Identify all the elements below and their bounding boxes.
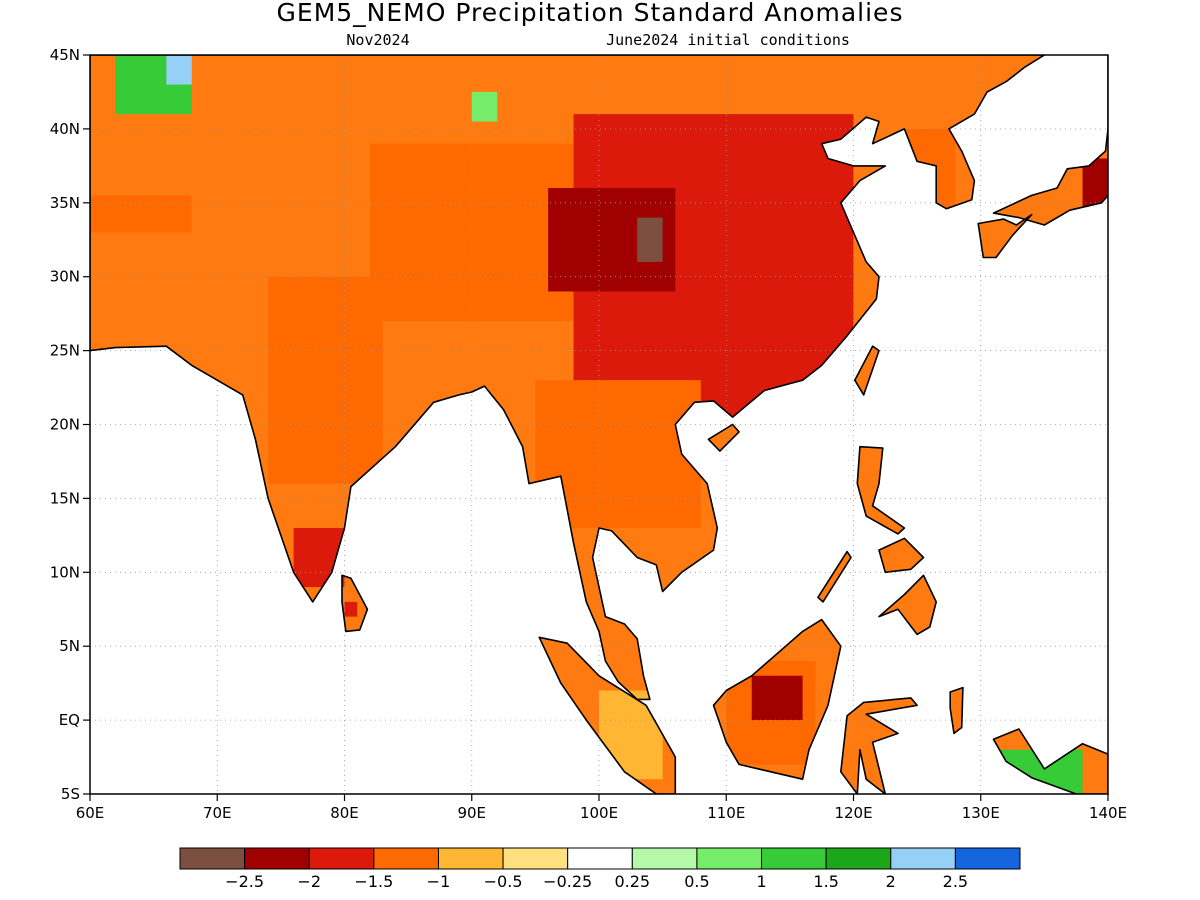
colorbar-label: 0.25	[614, 872, 650, 891]
anomaly-patch-7	[637, 217, 663, 262]
colorbar-label: −2	[297, 872, 321, 891]
y-tick-label: 40N	[50, 120, 80, 138]
coastline-sri-lanka	[341, 574, 369, 633]
colorbar-label: −2.5	[225, 872, 264, 891]
map-plot-area	[90, 55, 1108, 794]
colorbar-bin-9	[696, 847, 763, 870]
coastline-kyushu-shikoku	[977, 213, 1033, 259]
y-tick-label: 35N	[50, 194, 80, 212]
land-sulawesi	[840, 697, 918, 794]
x-tick-label: 90E	[457, 804, 486, 822]
colorbar-bin-6	[502, 847, 569, 870]
y-tick-label: EQ	[59, 711, 80, 729]
land-halmahera	[950, 687, 963, 734]
y-tick-label: 5N	[59, 637, 80, 655]
y-tick-label: 10N	[50, 563, 80, 581]
anomaly-patch-1	[90, 195, 192, 233]
land-mindanao	[879, 575, 937, 635]
colorbar-bin-10	[761, 847, 827, 870]
longitude-axis: 60E 70E 80E 90E 100E 110E 120E 130E 140E	[76, 794, 1127, 822]
coastline-asia-mainland	[90, 55, 1046, 701]
colorbar-bin-2	[244, 847, 310, 870]
coastline-honshu	[992, 55, 1108, 226]
anomaly-patch-17	[471, 91, 498, 122]
x-tick-label: 100E	[580, 804, 618, 822]
colorbar-bin-8	[631, 847, 698, 870]
coastline-luzon	[856, 445, 906, 535]
forecast-month: Nov2024	[346, 31, 409, 49]
colorbar-label: 1	[756, 872, 766, 891]
graticule	[90, 55, 1108, 794]
coastline-halmahera	[949, 686, 964, 735]
anomaly-patch-16	[166, 55, 192, 85]
x-tick-label: 80E	[330, 804, 359, 822]
latitude-axis: 45N 40N 35N 30N 25N 20N 15N 10N 5N EQ 5S	[50, 46, 90, 803]
coastline-new-guinea	[992, 728, 1108, 794]
colorbar-bin-7	[567, 847, 633, 870]
map-title: GEM5_NEMO Precipitation Standard Anomali…	[277, 0, 904, 27]
anomaly-shading	[90, 55, 1108, 794]
coastlines	[90, 55, 1108, 794]
land-hainan	[708, 424, 739, 452]
x-tick-label: 70E	[203, 804, 232, 822]
colorbar-label: 2.5	[943, 872, 968, 891]
coastline-borneo	[712, 618, 842, 781]
colorbar-bin-4	[373, 847, 439, 870]
colorbar-bin-11	[825, 847, 892, 870]
y-tick-label: 30N	[50, 268, 80, 286]
colorbar-bin-13	[954, 847, 1021, 870]
y-tick-label: 5S	[61, 785, 80, 803]
initial-conditions: June2024 initial conditions	[606, 31, 850, 49]
colorbar-label: −0.25	[543, 872, 592, 891]
anomaly-patch-13	[751, 675, 803, 721]
coastline-taiwan	[853, 345, 880, 396]
land-palawan	[817, 551, 851, 602]
land-layer	[90, 55, 1108, 794]
anomaly-patch-2	[268, 276, 383, 484]
colorbar-bin-1	[179, 847, 246, 870]
coastline-sulawesi	[839, 697, 918, 794]
x-tick-label: 60E	[76, 804, 105, 822]
x-tick-label: 110E	[707, 804, 745, 822]
colorbar-label: 1.5	[813, 872, 838, 891]
land-luzon	[857, 446, 905, 534]
coastline-mindanao	[878, 574, 938, 636]
colorbar-label: −1.5	[354, 872, 393, 891]
y-tick-label: 45N	[50, 46, 80, 64]
anomaly-patch-11	[344, 601, 358, 617]
coastline-hainan	[707, 423, 740, 452]
colorbar: −2.5 −2 −1.5 −1 −0.5 −0.25 0.25 0.5 1 1.5 2 2.5	[179, 847, 1021, 891]
colorbar-label: 2	[886, 872, 896, 891]
y-tick-label: 25N	[50, 342, 80, 360]
land-taiwan	[854, 346, 879, 395]
colorbar-bin-5	[437, 847, 504, 870]
x-tick-label: 120E	[834, 804, 872, 822]
x-tick-label: 140E	[1089, 804, 1127, 822]
x-tick-label: 130E	[962, 804, 1000, 822]
land-kyushu-shikoku	[978, 214, 1032, 258]
y-tick-label: 15N	[50, 489, 80, 507]
colorbar-bin-3	[308, 847, 375, 870]
coastline-sumatra	[538, 636, 677, 794]
coastline-visayas	[878, 537, 925, 574]
colorbar-label: 0.5	[684, 872, 709, 891]
colorbar-bin-12	[890, 847, 956, 870]
land-honshu	[993, 55, 1108, 225]
coastline-palawan	[817, 550, 852, 603]
colorbar-label: −0.5	[484, 872, 523, 891]
colorbar-label: −1	[427, 872, 451, 891]
y-tick-label: 20N	[50, 416, 80, 434]
